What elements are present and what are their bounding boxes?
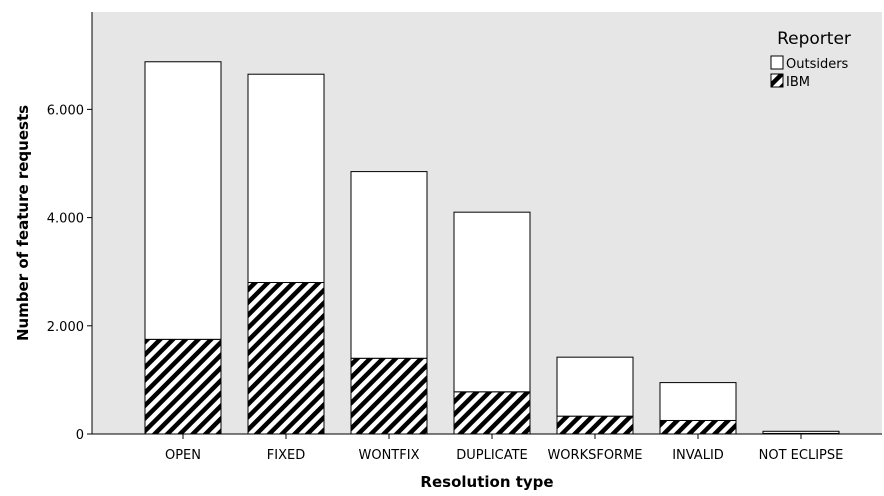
- legend-swatch-ibm: [770, 73, 784, 88]
- bars-group: [144, 61, 840, 435]
- x-tick-label-open: OPEN: [165, 448, 201, 463]
- y-tick-label-4000: 4.000: [47, 212, 84, 227]
- x-tick-label-duplicate: DUPLICATE: [456, 448, 528, 463]
- bar-open-outsiders: [144, 61, 222, 340]
- legend-label-outsiders: Outsiders: [786, 57, 849, 72]
- legend-swatch-outsiders: [770, 55, 784, 70]
- legend-label-ibm: IBM: [786, 75, 810, 90]
- bar-worksforme-outsiders: [556, 356, 634, 417]
- bar-worksforme-ibm: [556, 415, 634, 435]
- y-axis-title: Number of feature requests: [14, 105, 32, 341]
- bar-duplicate-ibm: [453, 391, 531, 435]
- x-labels-group: OPEN FIXED WONTFIX DUPLICATE WORKSFORME INVAL…: [165, 434, 843, 463]
- bar-wontfix-ibm: [350, 357, 428, 435]
- x-tick-label-invalid: INVALID: [672, 448, 724, 463]
- legend-title: Reporter: [777, 29, 851, 49]
- bar-fixed-outsiders: [247, 73, 325, 284]
- y-tick-label-6000: 6.000: [47, 103, 84, 118]
- bar-open-ibm: [144, 338, 222, 435]
- bar-duplicate-outsiders: [453, 211, 531, 393]
- y-tick-label-0: 0: [76, 428, 84, 443]
- x-axis-title: Resolution type: [420, 473, 553, 491]
- x-tick-label-not-eclipse: NOT ECLIPSE: [759, 448, 844, 463]
- y-ticks-group: 0 2.000 4.000 6.000: [47, 103, 92, 443]
- legend: Reporter Outsiders IBM: [770, 29, 851, 90]
- bar-fixed-ibm: [247, 282, 325, 435]
- bar-invalid-outsiders: [659, 382, 737, 421]
- bar-not-eclipse-outsiders: [762, 430, 840, 434]
- bar-wontfix-outsiders: [350, 171, 428, 359]
- x-tick-label-worksforme: WORKSFORME: [547, 448, 642, 463]
- x-tick-label-fixed: FIXED: [267, 448, 305, 463]
- bar-invalid-ibm: [659, 419, 737, 435]
- y-tick-label-2000: 2.000: [47, 320, 84, 335]
- x-tick-label-wontfix: WONTFIX: [359, 448, 420, 463]
